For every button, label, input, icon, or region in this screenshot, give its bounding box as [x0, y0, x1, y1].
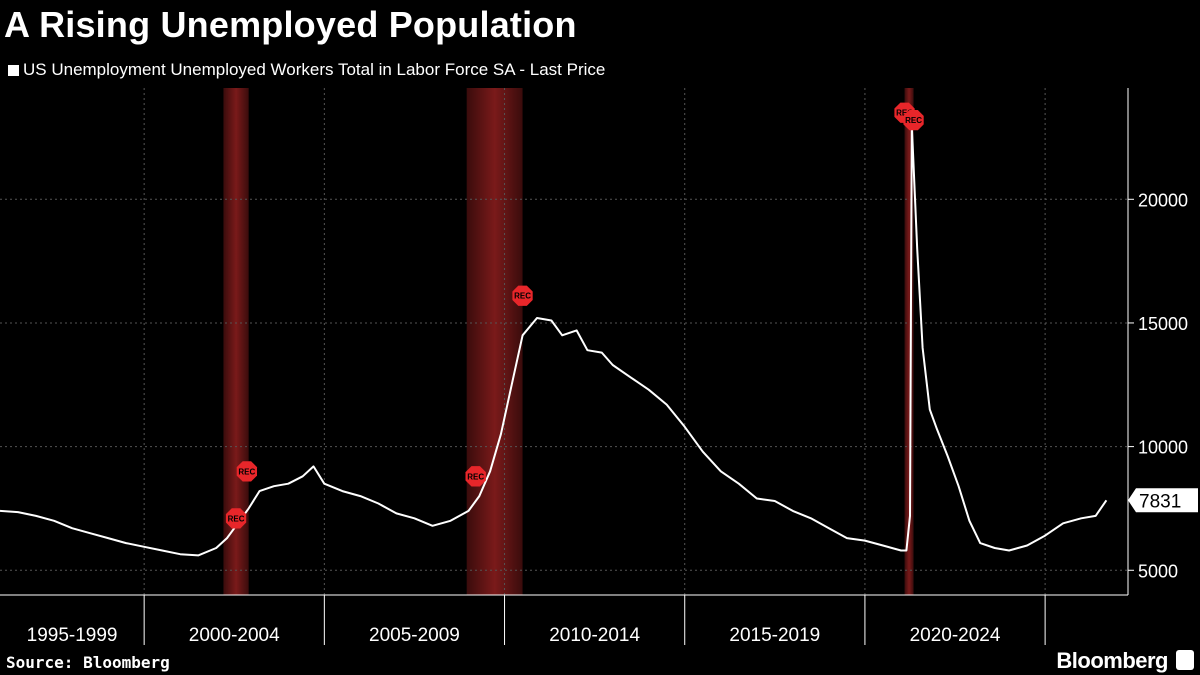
last-value-badge: 7831: [1128, 488, 1198, 513]
x-category-label: 2005-2009: [369, 625, 460, 646]
last-value-label: 7831: [1139, 491, 1181, 512]
rec-marker-shape: [225, 508, 247, 529]
y-tick-label: 10000: [1138, 438, 1188, 458]
x-category-label: 2000-2004: [189, 625, 280, 646]
rec-marker-shape: [236, 461, 257, 482]
rec-marker-shape: [512, 285, 533, 306]
rec-marker-label: REC: [896, 109, 913, 118]
y-tick-label: 20000: [1138, 190, 1188, 210]
rec-marker: REC: [465, 466, 486, 487]
last-value-badge-shape: [1128, 488, 1198, 513]
rec-marker: REC: [512, 285, 533, 306]
legend: US Unemployment Unemployed Workers Total…: [8, 60, 605, 80]
rec-marker-shape: [465, 466, 486, 487]
x-category-label: 2015-2019: [729, 625, 820, 646]
rec-marker: REC: [225, 508, 247, 529]
y-tick-label: 15000: [1138, 314, 1188, 334]
rec-marker-label: REC: [514, 292, 531, 301]
rec-marker: REC: [903, 110, 924, 131]
rec-marker-label: REC: [467, 472, 484, 481]
axes: [0, 88, 1134, 645]
rec-marker: REC: [236, 461, 257, 482]
x-category-label: 2020-2024: [910, 625, 1001, 646]
y-tick-label: 5000: [1138, 561, 1178, 581]
recession-bands: [223, 88, 914, 595]
recession-band: [904, 88, 914, 595]
legend-label: US Unemployment Unemployed Workers Total…: [23, 60, 606, 79]
brand-logo: Bloomberg: [1056, 648, 1168, 673]
rec-marker-label: REC: [228, 514, 245, 523]
rec-marker-label: REC: [905, 116, 922, 125]
x-category-label: 2010-2014: [549, 625, 640, 646]
series-lines: [0, 124, 1108, 557]
legend-swatch: [8, 64, 19, 76]
series-line: [0, 124, 1108, 557]
grid-lines: [0, 88, 1128, 595]
recession-band: [466, 88, 523, 595]
chart-title: A Rising Unemployed Population: [4, 4, 577, 45]
axis-labels: 5000 10000 15000 20000 1995-1999 2000-2004 200…: [27, 190, 1198, 646]
source-note: Source: Bloomberg: [6, 653, 170, 672]
x-category-label: 1995-1999: [27, 625, 118, 646]
bloomberg-terminal-icon: [1176, 650, 1194, 670]
rec-marker-label: REC: [238, 467, 255, 476]
rec-marker-shape: [903, 110, 924, 131]
